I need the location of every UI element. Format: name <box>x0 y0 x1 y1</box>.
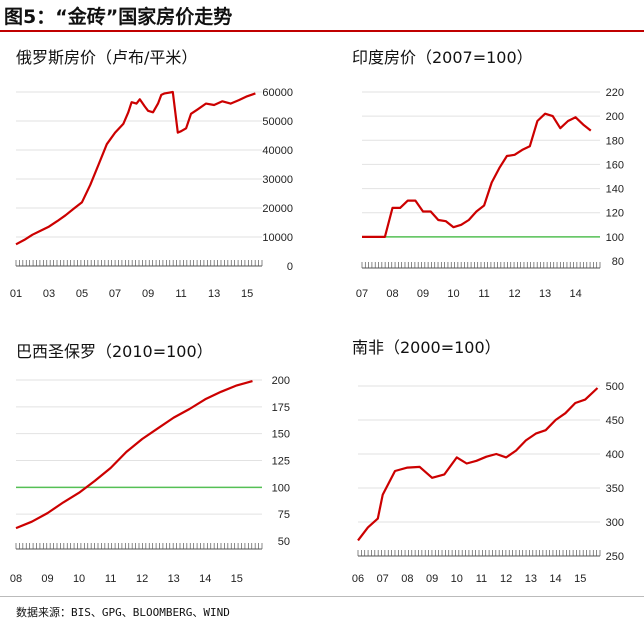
chart-title-russia: 俄罗斯房价（卢布/平米） <box>16 48 198 67</box>
x-tick-label: 08 <box>386 288 398 300</box>
y-tick-label: 200 <box>606 111 624 123</box>
x-tick-label: 07 <box>356 288 368 300</box>
y-tick-label: 120 <box>606 208 624 220</box>
x-tick-label: 10 <box>447 288 459 300</box>
x-tick-label: 07 <box>377 573 389 585</box>
x-tick-label: 13 <box>539 288 551 300</box>
y-tick-label: 400 <box>606 449 624 461</box>
y-tick-label: 40000 <box>262 145 293 157</box>
chart-title-south-africa: 南非（2000=100） <box>352 338 501 357</box>
x-tick-label: 14 <box>199 573 211 585</box>
y-tick-label: 450 <box>606 415 624 427</box>
x-tick-label: 12 <box>136 573 148 585</box>
series-line <box>357 387 599 542</box>
x-tick-label: 06 <box>352 573 364 585</box>
figure-title: 图5：“金砖”国家房价走势 <box>4 6 233 28</box>
y-tick-label: 30000 <box>262 174 293 186</box>
x-tick-label: 09 <box>417 288 429 300</box>
y-tick-label: 500 <box>606 381 624 393</box>
chart-title-brazil: 巴西圣保罗（2010=100） <box>16 342 213 361</box>
y-tick-label: 250 <box>606 551 624 563</box>
y-tick-label: 60000 <box>262 87 293 99</box>
x-tick-label: 13 <box>208 288 220 300</box>
y-tick-label: 175 <box>272 402 290 414</box>
x-tick-label: 10 <box>451 573 463 585</box>
x-tick-label: 09 <box>41 573 53 585</box>
x-tick-label: 09 <box>142 288 154 300</box>
x-tick-label: 11 <box>175 288 186 300</box>
y-tick-label: 125 <box>272 456 290 468</box>
x-tick-label: 13 <box>525 573 537 585</box>
x-tick-label: 08 <box>10 573 22 585</box>
bottom-rule <box>0 596 644 597</box>
x-tick-label: 12 <box>500 573 512 585</box>
x-tick-label: 12 <box>508 288 520 300</box>
x-tick-label: 05 <box>76 288 88 300</box>
x-tick-label: 11 <box>476 573 487 585</box>
y-tick-label: 100 <box>606 232 624 244</box>
series-line <box>15 380 253 530</box>
y-tick-label: 200 <box>272 375 290 387</box>
chart-title-india: 印度房价（2007=100） <box>352 48 533 67</box>
y-tick-label: 75 <box>278 509 290 521</box>
y-tick-label: 300 <box>606 517 624 529</box>
x-tick-label: 15 <box>241 288 253 300</box>
x-tick-label: 09 <box>426 573 438 585</box>
y-tick-label: 140 <box>606 184 624 196</box>
y-tick-label: 160 <box>606 159 624 171</box>
y-tick-label: 180 <box>606 135 624 147</box>
y-tick-label: 80 <box>612 256 624 268</box>
x-tick-label: 08 <box>401 573 413 585</box>
series-line <box>15 90 256 246</box>
source-note: 数据来源：BIS、GPG、BLOOMBERG、WIND <box>16 606 230 619</box>
x-tick-label: 01 <box>10 288 22 300</box>
x-tick-label: 11 <box>478 288 489 300</box>
y-tick-label: 50 <box>278 536 290 548</box>
title-rule <box>0 30 644 32</box>
x-tick-label: 13 <box>168 573 180 585</box>
x-tick-label: 15 <box>231 573 243 585</box>
y-tick-label: 350 <box>606 483 624 495</box>
y-tick-label: 50000 <box>262 116 293 128</box>
x-tick-label: 15 <box>574 573 586 585</box>
x-tick-label: 10 <box>73 573 85 585</box>
y-tick-label: 20000 <box>262 203 293 215</box>
x-tick-label: 14 <box>569 288 581 300</box>
y-tick-label: 220 <box>606 87 624 99</box>
x-tick-label: 07 <box>109 288 121 300</box>
series-line <box>362 112 592 238</box>
x-tick-label: 14 <box>549 573 561 585</box>
y-tick-label: 100 <box>272 482 290 494</box>
y-tick-label: 150 <box>272 429 290 441</box>
y-tick-label: 10000 <box>262 232 293 244</box>
x-tick-label: 03 <box>43 288 55 300</box>
y-tick-label: 0 <box>287 261 293 273</box>
x-tick-label: 11 <box>105 573 116 585</box>
